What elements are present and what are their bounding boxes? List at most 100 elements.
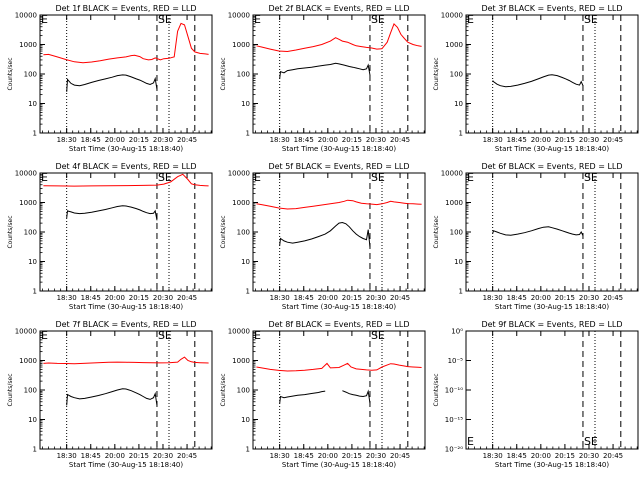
x-tick-label: 20:30 (366, 452, 386, 460)
y-axis-label: Counts/sec (433, 373, 440, 406)
x-tick-label: 20:00 (105, 294, 125, 302)
x-tick-label: 20:30 (579, 452, 599, 460)
panel-1: Det 1f BLACK = Events, RED = LLD 1 10 100 10… (7, 4, 213, 153)
y-tick-label: 1000 (232, 41, 250, 49)
y-axis-label: Counts/sec (220, 57, 227, 90)
events-series-line (66, 205, 158, 221)
y-axis-label: Counts/sec (7, 215, 14, 248)
x-axis-label: Start Time (30-Aug-15 18:18:40) (495, 145, 609, 153)
x-tick-label: 20:15 (555, 136, 575, 144)
y-tick-label: 10000 (228, 170, 250, 178)
y-tick-label: 10⁻⁵ (448, 357, 464, 365)
panel-title: Det 8f BLACK = Events, RED = LLD (268, 320, 409, 329)
x-tick-label: 20:30 (366, 136, 386, 144)
x-axis-label: Start Time (30-Aug-15 18:18:40) (282, 145, 396, 153)
x-tick-label: 20:30 (153, 294, 173, 302)
lld-series-line (256, 23, 422, 53)
x-tick-label: 18:30 (57, 452, 77, 460)
x-tick-label: 20:45 (390, 294, 410, 302)
panel-title: Det 2f BLACK = Events, RED = LLD (268, 4, 409, 13)
panel-7: Det 7f BLACK = Events, RED = LLD 1 10 100 10… (7, 320, 213, 469)
lld-series-line (43, 356, 209, 365)
start-marker-label: E (467, 435, 474, 448)
y-tick-label: 100 (24, 229, 37, 237)
end-marker-label: SE (371, 171, 385, 184)
events-series-line (492, 74, 584, 88)
y-tick-label: 10 (241, 416, 250, 424)
x-tick-label: 18:45 (81, 452, 101, 460)
end-marker-label: SE (584, 435, 598, 448)
x-tick-label: 20:30 (366, 294, 386, 302)
start-marker-label: E (41, 171, 48, 184)
y-tick-label: 10 (28, 258, 37, 266)
x-tick-label: 18:30 (270, 452, 290, 460)
x-tick-label: 18:45 (507, 136, 527, 144)
y-tick-label: 1000 (19, 41, 37, 49)
x-tick-label: 20:00 (318, 294, 338, 302)
start-marker-label: E (467, 13, 474, 26)
y-axis-label: Counts/sec (7, 373, 14, 406)
start-marker-label: E (467, 171, 474, 184)
y-tick-label: 1 (459, 288, 463, 296)
panel-title: Det 7f BLACK = Events, RED = LLD (55, 320, 196, 329)
y-tick-label: 1 (33, 130, 37, 138)
x-tick-label: 18:45 (294, 294, 314, 302)
y-tick-label: 1000 (19, 199, 37, 207)
x-tick-label: 20:45 (390, 136, 410, 144)
x-axis-label: Start Time (30-Aug-15 18:18:40) (282, 461, 396, 469)
y-tick-label: 1 (33, 288, 37, 296)
x-tick-label: 20:45 (603, 452, 623, 460)
events-series-line (279, 390, 326, 404)
panel-4: Det 4f BLACK = Events, RED = LLD 1 10 100 10… (7, 162, 213, 311)
y-tick-label: 1 (459, 130, 463, 138)
y-axis-label: Counts/sec (220, 373, 227, 406)
x-axis-label: Start Time (30-Aug-15 18:18:40) (69, 461, 183, 469)
plot-frame (465, 172, 639, 292)
plot-frame (39, 14, 213, 134)
x-tick-label: 20:45 (603, 294, 623, 302)
x-tick-label: 20:00 (105, 452, 125, 460)
lld-series-line (43, 173, 209, 187)
x-tick-label: 18:30 (270, 136, 290, 144)
plot-frame (252, 172, 426, 292)
x-tick-label: 20:00 (531, 294, 551, 302)
x-tick-label: 20:45 (177, 452, 197, 460)
y-tick-label: 1 (246, 130, 250, 138)
x-tick-label: 20:15 (342, 136, 362, 144)
y-tick-label: 10⁻¹⁵ (445, 416, 463, 424)
x-tick-label: 20:15 (129, 452, 149, 460)
panel-title: Det 9f BLACK = Events, RED = LLD (481, 320, 622, 329)
y-tick-label: 10 (28, 416, 37, 424)
panel-8: Det 8f BLACK = Events, RED = LLD 1 10 100 10… (220, 320, 426, 469)
x-axis-label: Start Time (30-Aug-15 18:18:40) (495, 461, 609, 469)
x-tick-label: 18:45 (294, 452, 314, 460)
y-tick-label: 100 (450, 229, 463, 237)
x-tick-label: 18:30 (483, 452, 503, 460)
x-tick-label: 18:45 (507, 294, 527, 302)
start-marker-label: E (254, 13, 261, 26)
y-axis-label: Counts/sec (7, 57, 14, 90)
x-tick-label: 20:30 (579, 136, 599, 144)
x-tick-label: 20:30 (153, 136, 173, 144)
panel-title: Det 1f BLACK = Events, RED = LLD (55, 4, 196, 13)
end-marker-label: SE (584, 13, 598, 26)
y-tick-label: 10 (28, 100, 37, 108)
x-tick-label: 20:45 (177, 294, 197, 302)
x-tick-label: 20:00 (318, 136, 338, 144)
y-tick-label: 1000 (232, 199, 250, 207)
panel-5: Det 5f BLACK = Events, RED = LLD 1 10 100 10… (220, 162, 426, 311)
start-marker-label: E (41, 329, 48, 342)
plot-frame (465, 14, 639, 134)
y-tick-label: 10 (241, 258, 250, 266)
x-tick-label: 20:30 (153, 452, 173, 460)
y-tick-label: 10⁻¹⁰ (445, 387, 463, 395)
x-tick-label: 20:00 (531, 136, 551, 144)
panel-2: Det 2f BLACK = Events, RED = LLD 1 10 100 10… (220, 4, 426, 153)
x-axis-label: Start Time (30-Aug-15 18:18:40) (282, 303, 396, 311)
panel-6: Det 6f BLACK = Events, RED = LLD 1 10 100 10… (433, 162, 639, 311)
end-marker-label: SE (158, 171, 172, 184)
start-marker-label: E (254, 329, 261, 342)
plot-frame (252, 14, 426, 134)
x-tick-label: 20:30 (579, 294, 599, 302)
y-tick-label: 10⁰ (451, 328, 463, 336)
